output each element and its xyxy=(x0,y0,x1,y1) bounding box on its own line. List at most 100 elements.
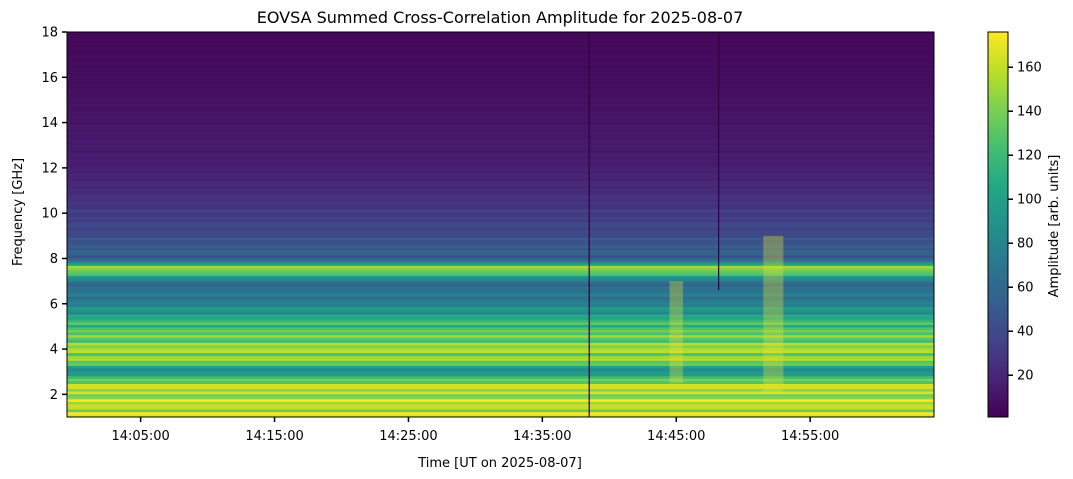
heatmap-row xyxy=(67,36,934,40)
y-tick-label: 8 xyxy=(50,252,58,267)
heatmap-row xyxy=(67,90,934,94)
heatmap-row xyxy=(67,188,934,192)
heatmap-row xyxy=(67,224,934,228)
heatmap-row xyxy=(67,221,934,225)
heatmap-row xyxy=(67,62,934,66)
colorbar-tick-label: 120 xyxy=(1017,149,1042,164)
heatmap-row xyxy=(67,329,934,333)
chart-title: EOVSA Summed Cross-Correlation Amplitude… xyxy=(257,8,744,27)
heatmap-row xyxy=(67,47,934,51)
colorbar-tick-label: 160 xyxy=(1017,61,1042,76)
heatmap-row xyxy=(67,306,934,310)
heatmap-row xyxy=(67,126,934,130)
heatmap-row xyxy=(67,290,934,295)
heatmap-row xyxy=(67,139,934,143)
heatmap-row xyxy=(67,77,934,82)
heatmap-row xyxy=(67,349,934,354)
heatmap-row xyxy=(67,154,934,159)
heatmap-row xyxy=(67,219,934,223)
heatmap-row xyxy=(67,411,934,415)
heatmap-row xyxy=(67,257,934,261)
heatmap-row xyxy=(67,406,934,410)
heatmap-row xyxy=(67,252,934,256)
heatmap-row xyxy=(67,80,934,84)
heatmap-row xyxy=(67,375,934,379)
colorbar-ticks: 20 40 60 80 100 120 140 160 xyxy=(1008,61,1042,384)
heatmap-row xyxy=(67,195,934,200)
heatmap-row xyxy=(67,319,934,323)
heatmap-row xyxy=(67,249,934,254)
heatmap-row xyxy=(67,326,934,331)
heatmap-row xyxy=(67,93,934,97)
x-tick-label: 14:05:00 xyxy=(111,429,169,444)
x-tick-label: 14:55:00 xyxy=(781,429,839,444)
colorbar-tick-label: 140 xyxy=(1017,105,1042,120)
heatmap-row xyxy=(67,216,934,220)
heatmap-row xyxy=(67,52,934,56)
spectrogram-features xyxy=(588,32,784,417)
heatmap-row xyxy=(67,316,934,320)
heatmap-row xyxy=(67,283,934,287)
heatmap-row xyxy=(67,198,934,202)
heatmap-row xyxy=(67,324,934,328)
heatmap-row xyxy=(67,383,934,387)
heatmap-row xyxy=(67,39,934,43)
heatmap-row xyxy=(67,59,934,64)
heatmap-row xyxy=(67,370,934,374)
heatmap-row xyxy=(67,136,934,141)
heatmap-row xyxy=(67,185,934,189)
heatmap-row xyxy=(67,121,934,125)
y-axis-ticks: 2 4 6 8 10 12 14 16 18 xyxy=(41,26,67,403)
heatmap-row xyxy=(67,75,934,79)
heatmap-row xyxy=(67,183,934,187)
y-tick-label: 18 xyxy=(41,26,58,41)
y-tick-label: 10 xyxy=(41,207,58,222)
heatmap-row xyxy=(67,362,934,366)
heatmap-row xyxy=(67,393,934,397)
heatmap-row xyxy=(67,165,934,169)
heatmap-row xyxy=(67,113,934,117)
heatmap-row xyxy=(67,296,934,300)
heatmap-row xyxy=(67,265,934,269)
heatmap-row xyxy=(67,388,934,392)
heatmap-row xyxy=(67,32,934,35)
heatmap-row xyxy=(67,355,934,359)
heatmap-row xyxy=(67,211,934,215)
colorbar-tick-label: 40 xyxy=(1017,325,1034,340)
heatmap-row xyxy=(67,360,934,364)
heatmap-row xyxy=(67,247,934,251)
heatmap-row xyxy=(67,378,934,382)
heatmap-row xyxy=(67,34,934,38)
heatmap-row xyxy=(67,193,934,197)
bright-column xyxy=(669,281,683,384)
heatmap-row xyxy=(67,213,934,218)
heatmap-row xyxy=(67,270,934,274)
heatmap-row xyxy=(67,72,934,76)
heatmap-row xyxy=(67,242,934,246)
heatmap-row xyxy=(67,244,934,248)
heatmap-row xyxy=(67,301,934,305)
heatmap-row xyxy=(67,334,934,338)
heatmap-row xyxy=(67,142,934,146)
heatmap-row xyxy=(67,409,934,413)
heatmap-row xyxy=(67,275,934,279)
heatmap-row xyxy=(67,285,934,289)
heatmap-row xyxy=(67,231,934,236)
heatmap-row xyxy=(67,272,934,277)
heatmap-row xyxy=(67,206,934,210)
heatmap-row xyxy=(67,298,934,302)
heatmap-row xyxy=(67,101,934,105)
heatmap-row xyxy=(67,339,934,343)
heatmap-row xyxy=(67,311,934,315)
heatmap-row xyxy=(67,178,934,182)
heatmap-row xyxy=(67,147,934,151)
heatmap-row xyxy=(67,57,934,61)
y-tick-label: 6 xyxy=(50,297,58,312)
heatmap-row xyxy=(67,239,934,243)
heatmap-row xyxy=(67,67,934,71)
colorbar xyxy=(987,31,1009,418)
heatmap-row xyxy=(67,344,934,348)
heatmap-row xyxy=(67,49,934,53)
heatmap-row xyxy=(67,167,934,171)
heatmap-row xyxy=(67,347,934,351)
